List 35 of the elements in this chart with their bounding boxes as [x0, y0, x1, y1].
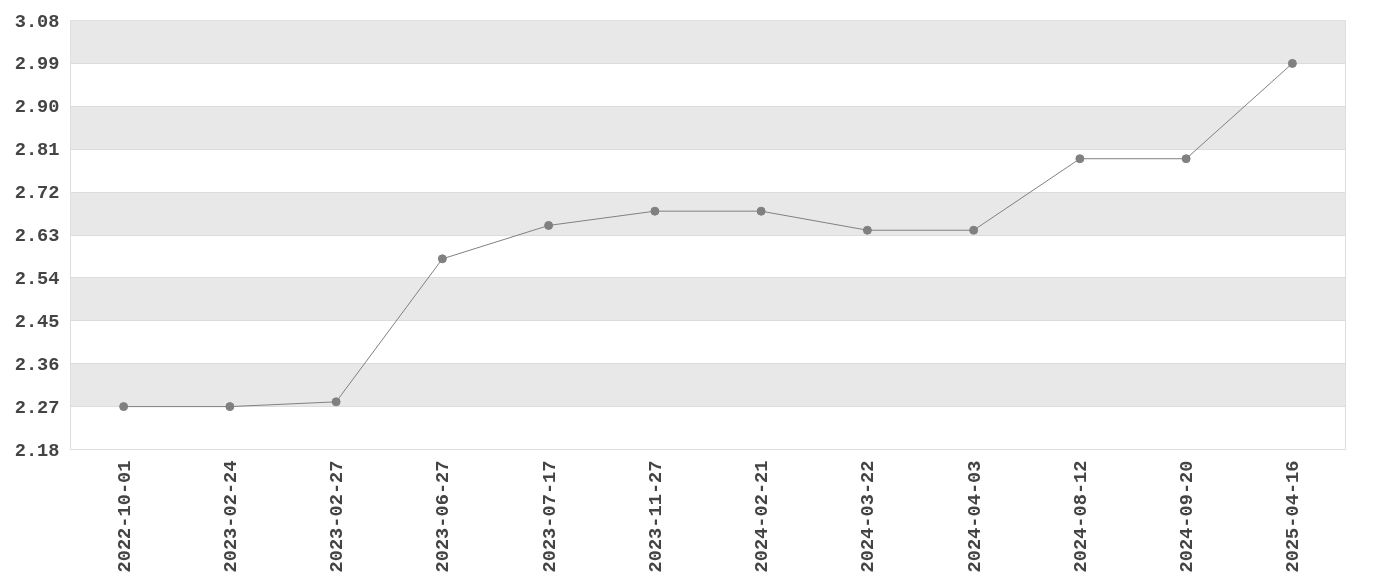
x-tick-label: 2023-07-17 — [538, 460, 561, 573]
point — [650, 206, 660, 216]
point — [1287, 58, 1297, 68]
y-tick-label: 2.36 — [14, 353, 60, 376]
point — [225, 402, 235, 412]
point — [544, 220, 554, 230]
y-tick-label: 2.54 — [14, 267, 60, 290]
y-tick-label: 2.45 — [14, 310, 60, 333]
point — [756, 206, 766, 216]
point — [862, 225, 872, 235]
point — [1075, 154, 1085, 164]
point — [1181, 154, 1191, 164]
point — [331, 397, 341, 407]
point — [969, 225, 979, 235]
x-tick-label: 2022-10-01 — [113, 460, 136, 573]
y-tick-label: 3.08 — [14, 10, 60, 33]
x-tick-label: 2025-04-16 — [1282, 460, 1305, 573]
x-tick-label: 2023-06-27 — [432, 460, 455, 573]
y-tick-label: 2.72 — [14, 182, 60, 205]
y-tick-label: 2.63 — [14, 225, 60, 247]
x-tick-label: 2024-08-12 — [1069, 460, 1092, 573]
point — [437, 254, 447, 264]
x-tick-label: 2024-04-03 — [963, 460, 986, 573]
x-tick-label: 2024-09-20 — [1176, 460, 1199, 573]
y-tick-label: 2.90 — [14, 96, 60, 119]
y-tick-label: 2.81 — [14, 139, 60, 162]
x-tick-label: 2024-02-21 — [751, 460, 774, 573]
y-tick-label: 2.99 — [14, 53, 60, 76]
x-tick-label: 2023-11-27 — [644, 460, 667, 573]
y-tick-label: 2.18 — [14, 439, 60, 462]
y-tick-label: 2.27 — [14, 396, 60, 419]
x-tick-label: 2023-02-27 — [326, 460, 349, 573]
x-tick-label: 2024-03-22 — [857, 460, 880, 573]
x-tick-label: 2023-02-24 — [219, 460, 242, 573]
point — [119, 402, 129, 412]
